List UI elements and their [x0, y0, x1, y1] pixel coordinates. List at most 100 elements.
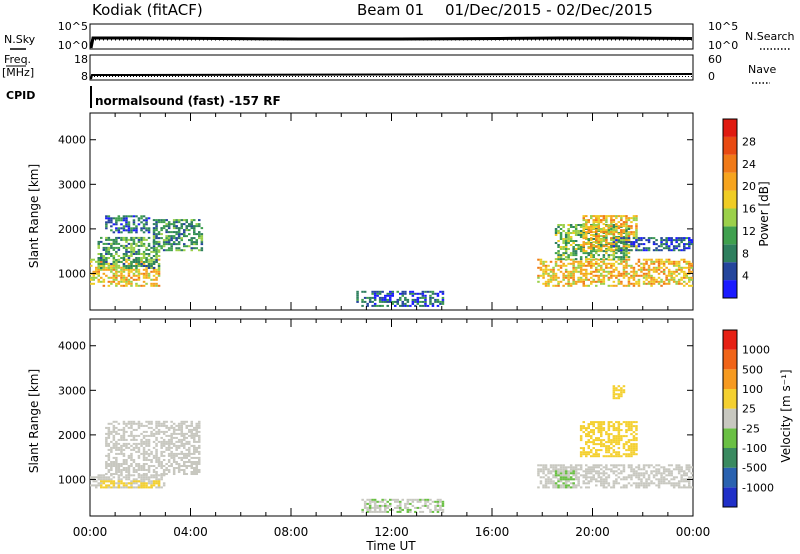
data-cell [627, 423, 631, 426]
data-cell [554, 284, 558, 287]
data-cell [590, 227, 593, 230]
data-cell [145, 265, 148, 268]
data-cell [180, 239, 184, 242]
data-cell [562, 276, 565, 279]
noise-axis-top: 10^5 [58, 20, 88, 33]
data-cell [373, 292, 377, 295]
data-cell [620, 389, 623, 392]
data-cell [574, 226, 578, 229]
data-cell [582, 252, 586, 255]
data-cell [142, 215, 146, 218]
data-cell [597, 217, 601, 220]
data-cell [122, 215, 126, 218]
data-cell [193, 219, 196, 222]
data-cell [622, 229, 626, 232]
data-cell [607, 224, 611, 227]
data-cell [110, 446, 113, 449]
data-cell [574, 470, 578, 473]
data-cell [592, 466, 596, 469]
data-cell [607, 447, 611, 450]
data-cell [127, 221, 131, 224]
data-cell [625, 254, 628, 257]
data-cell [152, 261, 156, 264]
data-cell [574, 280, 578, 283]
data-cell [363, 296, 367, 299]
data-cell [92, 278, 96, 281]
data-cell [559, 228, 563, 231]
data-cell [660, 239, 663, 242]
data-cell [632, 243, 636, 246]
data-cell [630, 474, 633, 477]
data-cell [567, 274, 570, 277]
data-cell [122, 263, 126, 266]
noise-axis-right-top: 10^5 [708, 20, 738, 33]
data-cell [426, 506, 430, 509]
data-cell [688, 264, 691, 267]
data-cell [630, 266, 633, 269]
data-cell [567, 480, 570, 483]
data-cell [439, 508, 442, 511]
data-cell [685, 243, 689, 246]
data-cell [155, 229, 158, 232]
data-cell [404, 506, 407, 509]
data-cell [647, 272, 651, 275]
data-cell [160, 424, 163, 427]
data-cell [667, 272, 671, 275]
data-cell [617, 421, 621, 424]
data-cell [635, 227, 638, 230]
data-cell [567, 236, 570, 239]
data-cell [595, 466, 598, 469]
data-cell [688, 245, 691, 248]
data-cell [120, 465, 123, 468]
data-cell [662, 247, 666, 250]
data-cell [112, 438, 116, 441]
data-cell [90, 260, 93, 263]
data-cell [617, 270, 621, 273]
data-cell [185, 454, 189, 457]
data-cell [378, 290, 382, 293]
data-cell [190, 223, 194, 226]
data-cell [145, 424, 148, 427]
data-cell [688, 486, 691, 489]
data-cell [602, 480, 606, 483]
data-cell [579, 250, 583, 253]
data-cell [579, 230, 583, 233]
data-cell [607, 227, 611, 230]
data-cell [677, 486, 681, 489]
data-cell [135, 259, 138, 262]
data-cell [175, 436, 178, 439]
data-cell [620, 219, 623, 222]
data-cell [670, 482, 673, 485]
data-cell [155, 450, 158, 453]
data-cell [667, 260, 671, 263]
data-cell [424, 498, 427, 501]
data-cell [177, 444, 181, 447]
data-cell [112, 246, 116, 249]
data-cell [685, 282, 689, 285]
power-colorbar-swatch [723, 154, 737, 173]
data-cell [195, 450, 199, 453]
data-cell [132, 242, 136, 245]
data-cell [645, 278, 648, 281]
data-cell [120, 231, 123, 234]
data-cell [198, 461, 201, 464]
data-cell [600, 431, 603, 434]
data-cell [117, 422, 121, 425]
data-cell [193, 456, 196, 459]
data-cell [562, 476, 565, 479]
data-cell [122, 448, 126, 451]
data-cell [157, 221, 161, 224]
data-cell [683, 474, 686, 477]
data-cell [157, 274, 161, 277]
data-cell [605, 231, 608, 234]
data-cell [637, 466, 641, 469]
data-cell [615, 427, 618, 430]
data-cell [605, 264, 608, 267]
data-cell [115, 446, 118, 449]
data-cell [167, 225, 171, 228]
data-cell [632, 266, 636, 269]
power-colorbar-swatch [723, 208, 737, 227]
y-tick-label: 3000 [58, 384, 86, 397]
data-cell [559, 258, 563, 261]
data-cell [424, 504, 427, 507]
